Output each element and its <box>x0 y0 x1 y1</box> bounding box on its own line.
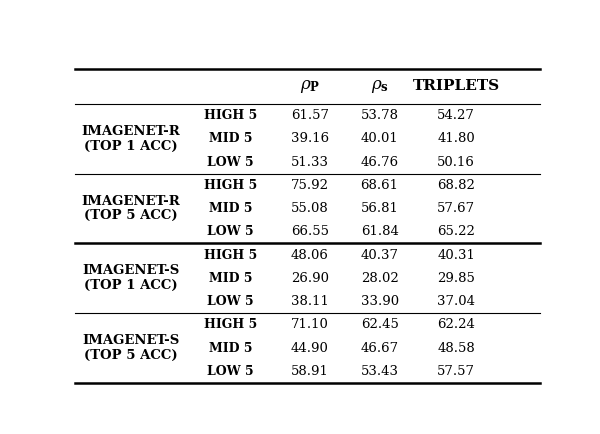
Text: 40.37: 40.37 <box>361 249 398 262</box>
Text: 37.04: 37.04 <box>437 295 475 308</box>
Text: $\rho_{\mathbf{P}}$: $\rho_{\mathbf{P}}$ <box>299 77 320 95</box>
Text: 33.90: 33.90 <box>361 295 398 308</box>
Text: 57.67: 57.67 <box>437 202 475 215</box>
Text: 41.80: 41.80 <box>437 132 475 145</box>
Text: 39.16: 39.16 <box>291 132 329 145</box>
Text: 62.45: 62.45 <box>361 318 398 331</box>
Text: (TOP 1 ACC): (TOP 1 ACC) <box>84 140 178 153</box>
Text: HIGH 5: HIGH 5 <box>204 318 257 331</box>
Text: 65.22: 65.22 <box>437 225 475 238</box>
Text: (TOP 5 ACC): (TOP 5 ACC) <box>84 209 178 222</box>
Text: 61.57: 61.57 <box>291 109 329 122</box>
Text: HIGH 5: HIGH 5 <box>204 109 257 122</box>
Text: IMAGENET-R: IMAGENET-R <box>82 195 180 207</box>
Text: 54.27: 54.27 <box>437 109 475 122</box>
Text: 38.11: 38.11 <box>291 295 329 308</box>
Text: HIGH 5: HIGH 5 <box>204 179 257 192</box>
Text: 29.85: 29.85 <box>437 272 475 285</box>
Text: IMAGENET-R: IMAGENET-R <box>82 125 180 138</box>
Text: MID 5: MID 5 <box>209 272 253 285</box>
Text: 71.10: 71.10 <box>291 318 329 331</box>
Text: 68.82: 68.82 <box>437 179 475 192</box>
Text: MID 5: MID 5 <box>209 202 253 215</box>
Text: 40.01: 40.01 <box>361 132 398 145</box>
Text: LOW 5: LOW 5 <box>208 365 254 378</box>
Text: 28.02: 28.02 <box>361 272 398 285</box>
Text: IMAGENET-S: IMAGENET-S <box>82 264 179 277</box>
Text: LOW 5: LOW 5 <box>208 225 254 238</box>
Text: 61.84: 61.84 <box>361 225 398 238</box>
Text: 53.78: 53.78 <box>361 109 398 122</box>
Text: 40.31: 40.31 <box>437 249 475 262</box>
Text: LOW 5: LOW 5 <box>208 155 254 168</box>
Text: 51.33: 51.33 <box>291 155 329 168</box>
Text: 66.55: 66.55 <box>291 225 329 238</box>
Text: 44.90: 44.90 <box>291 342 329 355</box>
Text: LOW 5: LOW 5 <box>208 295 254 308</box>
Text: 46.67: 46.67 <box>361 342 398 355</box>
Text: 55.08: 55.08 <box>291 202 329 215</box>
Text: 62.24: 62.24 <box>437 318 475 331</box>
Text: 26.90: 26.90 <box>291 272 329 285</box>
Text: (TOP 1 ACC): (TOP 1 ACC) <box>84 279 178 292</box>
Text: 75.92: 75.92 <box>291 179 329 192</box>
Text: TRIPLETS: TRIPLETS <box>413 79 500 93</box>
Text: HIGH 5: HIGH 5 <box>204 249 257 262</box>
Text: $\rho_{\mathbf{s}}$: $\rho_{\mathbf{s}}$ <box>371 77 389 95</box>
Text: (TOP 5 ACC): (TOP 5 ACC) <box>84 349 178 362</box>
Text: 50.16: 50.16 <box>437 155 475 168</box>
Text: 57.57: 57.57 <box>437 365 475 378</box>
Text: 48.58: 48.58 <box>437 342 475 355</box>
Text: 46.76: 46.76 <box>361 155 398 168</box>
Text: MID 5: MID 5 <box>209 132 253 145</box>
Text: 56.81: 56.81 <box>361 202 398 215</box>
Text: 58.91: 58.91 <box>291 365 329 378</box>
Text: 53.43: 53.43 <box>361 365 398 378</box>
Text: MID 5: MID 5 <box>209 342 253 355</box>
Text: IMAGENET-S: IMAGENET-S <box>82 334 179 347</box>
Text: 48.06: 48.06 <box>291 249 329 262</box>
Text: 68.61: 68.61 <box>361 179 398 192</box>
